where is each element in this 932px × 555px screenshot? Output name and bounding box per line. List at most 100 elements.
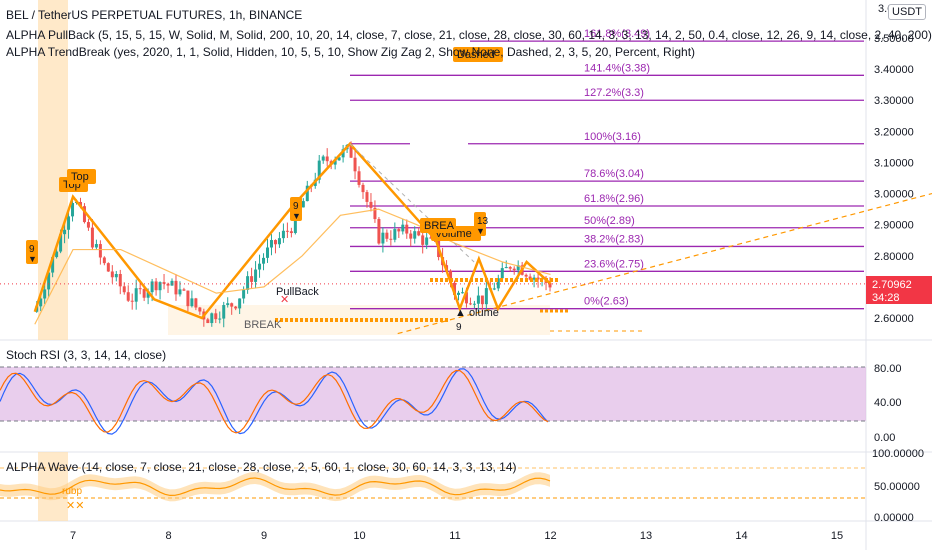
candle-body [206,319,210,324]
candle-body [210,313,214,324]
candle-body [166,283,170,286]
candle-body [508,267,512,269]
candle-body [118,274,122,287]
candle-body [500,268,504,279]
time-tick-label: 8 [165,530,171,542]
rubp-label: rubp [62,486,82,497]
candle-body [453,282,457,295]
candle-body [246,276,250,290]
time-axis[interactable]: 7 8 9 10 11 12 13 14 15 [70,530,843,542]
candle-body [504,267,508,269]
candle-body [146,292,150,298]
wave-label-50: 50.00000 [874,481,920,493]
candle-body [222,305,226,319]
x-mark: ✕ [280,294,289,306]
candle-body [337,157,341,161]
candle-body [238,298,242,309]
indicator-trendbreak-legend[interactable]: ALPHA TrendBreak (yes, 2020, 1, 1, Solid… [6,45,696,59]
zigzag-line [33,141,552,320]
candle-body [480,295,484,305]
fib-label: 78.6%(3.04) [584,168,644,180]
candle-body [457,292,461,295]
nine-marker-2-arrow: ▼ [292,211,301,221]
nine-marker-2: 9 [293,201,299,212]
fib-label: 100%(3.16) [584,131,641,143]
break-tag-bg [420,218,456,233]
symbol-title[interactable]: BEL / TetherUS PERPETUAL FUTURES, 1h, BI… [6,8,303,22]
wave-legend[interactable]: ALPHA Wave (14, close, 7, close, 21, clo… [6,460,517,474]
fib-gap [410,141,468,146]
candle-body [218,318,222,320]
candle-body [71,202,75,217]
candle-body [102,257,106,264]
candle-body [226,303,230,306]
candle-body [381,232,385,244]
candle-body [250,276,254,282]
candle-body [182,289,186,291]
candle-body [86,222,90,228]
fib-label: 38.2%(2.83) [584,233,644,245]
time-tick-label: 15 [831,530,843,542]
candle-body [476,295,480,304]
candle-body [162,282,166,284]
time-tick-label: 10 [353,530,365,542]
candle-body [468,303,472,305]
candle-body [114,274,118,278]
candle-body [516,265,520,271]
candle-body [122,286,126,293]
candle-body [142,289,146,298]
nine-marker-arrow: ▼ [28,254,37,264]
candle-body [110,271,114,278]
candle-body [289,231,293,234]
candle-body [532,277,536,280]
candle-body [55,251,59,258]
candle-body [170,280,174,286]
currency-badge[interactable]: USDT [888,4,926,20]
price-tick-label: 3.50000 [874,33,914,45]
candle-body [325,156,329,162]
candle-body [349,145,353,158]
stoch-k-line [0,368,549,435]
candle-body [341,149,345,158]
candle-body [94,244,98,248]
candle-body [198,307,202,312]
candle-body [78,201,82,207]
candle-body [293,211,297,234]
fib-label: 141.4%(3.38) [584,62,650,74]
candle-body [333,160,337,165]
candle-body [234,306,238,309]
time-tick-label: 13 [640,530,652,542]
price-tick-label: 2.90000 [874,220,914,232]
candle-body [59,234,63,252]
candle-body [82,206,86,223]
nine-marker: 9 [29,244,35,255]
break-tag: BREA [424,220,455,232]
candle-body [429,237,433,239]
candle-body [134,288,138,302]
candle-body [190,298,194,307]
indicator-pullback-legend[interactable]: ALPHA PullBack (5, 15, 5, 15, W, Solid, … [6,28,932,42]
stoch-label-0: 0.00 [874,432,895,444]
fib-levels: 161.8%(3.49) 141.4%(3.38) 127.2%(3.3) 100%(… [350,28,864,310]
candle-body [126,292,130,301]
candle-body [460,292,464,294]
candle-body [174,280,178,295]
candle-body [242,289,246,299]
fib-label: 161.8%(3.49) [584,28,650,40]
candle-body [484,288,488,305]
volume-label-2: ▲ olume [455,307,499,319]
candle-body [269,240,273,248]
candle-body [130,300,134,302]
time-tick-label: 11 [449,530,460,542]
candle-body [361,184,365,193]
candle-body [512,268,516,271]
candle-body [43,289,47,299]
stoch-legend[interactable]: Stoch RSI (3, 3, 14, 14, close) [6,348,167,362]
candle-body [317,160,321,180]
candle-body [393,229,397,240]
candle-body [421,235,425,245]
stoch-d-line [0,369,549,434]
